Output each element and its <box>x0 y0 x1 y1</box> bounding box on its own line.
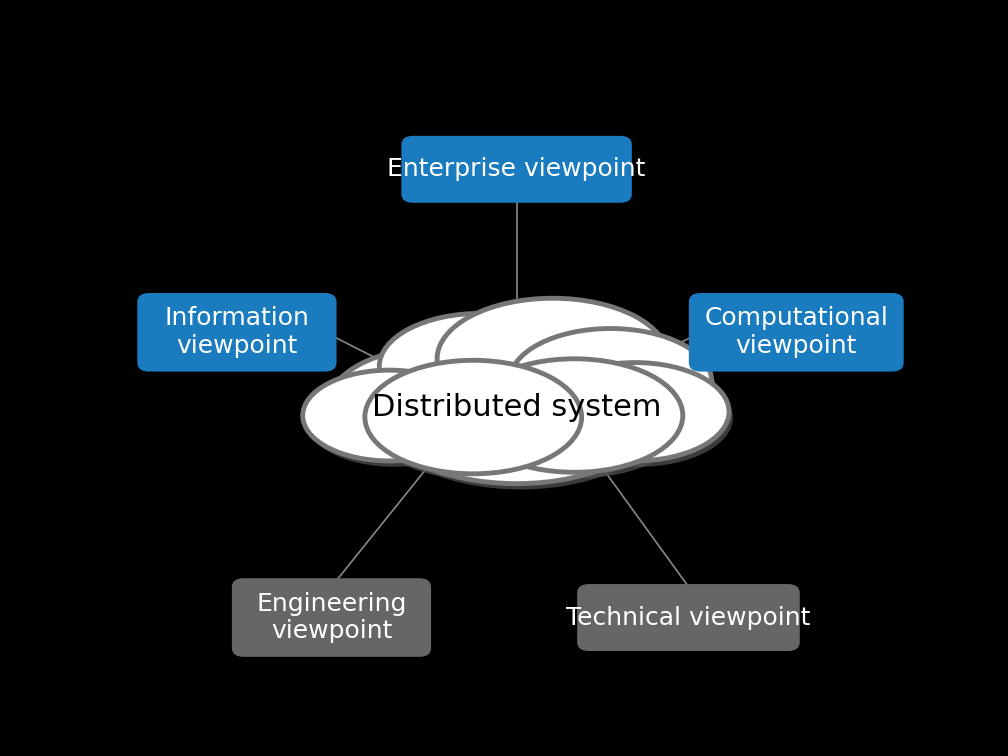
Text: Engineering
viewpoint: Engineering viewpoint <box>256 592 406 643</box>
FancyBboxPatch shape <box>578 584 799 651</box>
Text: Computational
viewpoint: Computational viewpoint <box>705 306 888 358</box>
Text: Distributed system: Distributed system <box>372 393 661 423</box>
Text: Technical viewpoint: Technical viewpoint <box>566 606 810 630</box>
FancyBboxPatch shape <box>232 578 431 657</box>
FancyBboxPatch shape <box>688 293 904 372</box>
Text: Information
viewpoint: Information viewpoint <box>164 306 309 358</box>
FancyBboxPatch shape <box>401 136 632 203</box>
Text: Enterprise viewpoint: Enterprise viewpoint <box>387 157 646 181</box>
FancyBboxPatch shape <box>137 293 337 372</box>
